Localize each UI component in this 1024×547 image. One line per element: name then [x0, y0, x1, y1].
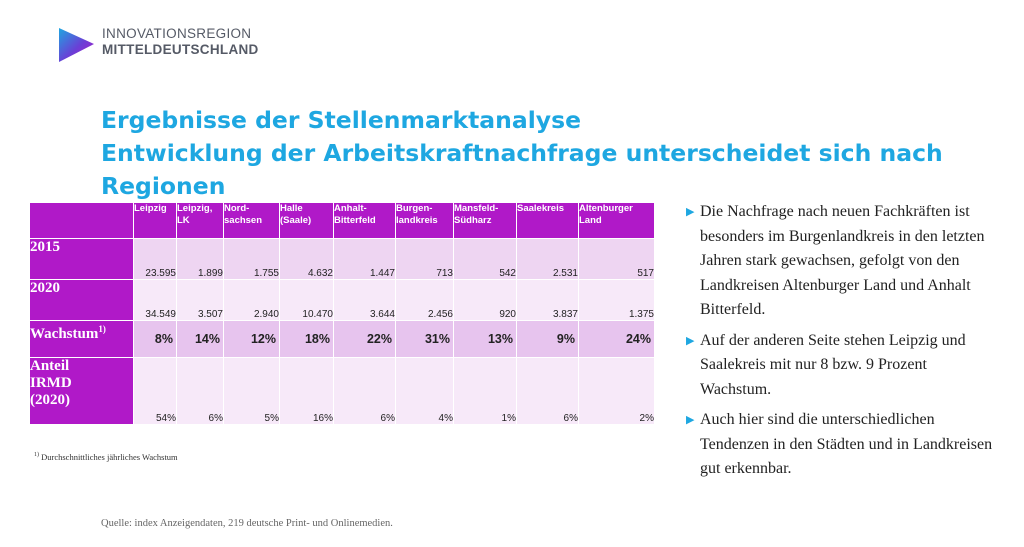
table-cell: 12%: [223, 320, 280, 358]
table-row-2020: 2020 34.549 3.507 2.940 10.470 3.644 2.4…: [29, 279, 655, 321]
column-header: Leipzig, LK: [176, 202, 224, 239]
source-note: Quelle: index Anzeigendaten, 219 deutsch…: [101, 518, 393, 529]
table-cell: 4.632: [279, 238, 334, 280]
title-line-2: Entwicklung der Arbeitskraftnachfrage un…: [101, 139, 943, 200]
table-cell: 1.447: [333, 238, 396, 280]
brand-line-2: MITTELDEUTSCHLAND: [102, 42, 259, 57]
column-header: Halle (Saale): [279, 202, 334, 239]
column-header: Anhalt- Bitterfeld: [333, 202, 396, 239]
table-cell: 34.549: [133, 279, 177, 321]
table-cell: 3.644: [333, 279, 396, 321]
table-header-row: Leipzig Leipzig, LK Nord-sachsen Halle (Sa…: [29, 202, 655, 239]
table-cell: 1.899: [176, 238, 224, 280]
table-cell: 4%: [395, 357, 454, 425]
column-header: Burgen-landkreis: [395, 202, 454, 239]
row-label: 2015: [29, 238, 134, 280]
table-cell: 10.470: [279, 279, 334, 321]
table-cell: 14%: [176, 320, 224, 358]
title-line-1: Ergebnisse der Stellenmarktanalyse: [101, 106, 582, 134]
table-cell: 3.507: [176, 279, 224, 321]
table-cell: 2.531: [516, 238, 579, 280]
brand-logo-icon: [59, 28, 94, 62]
column-header: Altenburger Land: [578, 202, 655, 239]
table-cell: 22%: [333, 320, 396, 358]
brand-line-1: INNOVATIONSREGION: [102, 26, 252, 41]
table-cell: 6%: [176, 357, 224, 425]
column-header: Leipzig: [133, 202, 177, 239]
table-cell: 5%: [223, 357, 280, 425]
table-cell: 18%: [279, 320, 334, 358]
table-cell: 23.595: [133, 238, 177, 280]
table-cell: 9%: [516, 320, 579, 358]
table-cell: 24%: [578, 320, 655, 358]
bullet-list: ▶ Die Nachfrage nach neuen Fachkräften is…: [686, 200, 996, 488]
header-corner: [29, 202, 134, 239]
brand-wordmark: INNOVATIONSREGION MITTELDEUTSCHLAND: [102, 26, 259, 58]
table-cell: 713: [395, 238, 454, 280]
table-cell: 2.940: [223, 279, 280, 321]
column-header: Nord-sachsen: [223, 202, 280, 239]
page-title: Ergebnisse der Stellenmarktanalyse Entwi…: [101, 104, 1024, 203]
table-cell: 517: [578, 238, 655, 280]
bullet-item: ▶ Auf der anderen Seite stehen Leipzig un…: [686, 329, 996, 403]
bullet-item: ▶ Auch hier sind die unterschiedlichen Te…: [686, 408, 996, 482]
table-cell: 920: [453, 279, 517, 321]
table-cell: 1.375: [578, 279, 655, 321]
table-cell: 6%: [333, 357, 396, 425]
column-header: Mansfeld- Südharz: [453, 202, 517, 239]
table-cell: 2.456: [395, 279, 454, 321]
table-row-wachstum: Wachstum1) 8% 14% 12% 18% 22% 31% 13% 9%…: [29, 320, 655, 358]
bullet-item: ▶ Die Nachfrage nach neuen Fachkräften is…: [686, 200, 996, 323]
row-label: Anteil IRMD (2020): [29, 357, 134, 425]
row-label: 2020: [29, 279, 134, 321]
table-cell: 6%: [516, 357, 579, 425]
table-cell: 3.837: [516, 279, 579, 321]
table-footnote: 1) Durchschnittliches jährliches Wachstu…: [34, 452, 178, 462]
bullet-arrow-icon: ▶: [686, 414, 695, 426]
column-header: Saalekreis: [516, 202, 579, 239]
table-cell: 54%: [133, 357, 177, 425]
demand-table: Leipzig Leipzig, LK Nord-sachsen Halle (Sa…: [29, 202, 655, 425]
bullet-arrow-icon: ▶: [686, 334, 695, 347]
table-cell: 1%: [453, 357, 517, 425]
table-cell: 2%: [578, 357, 655, 425]
bullet-arrow-icon: ▶: [686, 206, 695, 218]
table-row-anteil: Anteil IRMD (2020) 54% 6% 5% 16% 6% 4% 1% …: [29, 357, 655, 425]
table-cell: 8%: [133, 320, 177, 358]
table-cell: 31%: [395, 320, 454, 358]
table-cell: 542: [453, 238, 517, 280]
table-cell: 16%: [279, 357, 334, 425]
table-row-2015: 2015 23.595 1.899 1.755 4.632 1.447 713 …: [29, 238, 655, 280]
table-cell: 13%: [453, 320, 517, 358]
row-label: Wachstum1): [29, 320, 134, 358]
table-cell: 1.755: [223, 238, 280, 280]
